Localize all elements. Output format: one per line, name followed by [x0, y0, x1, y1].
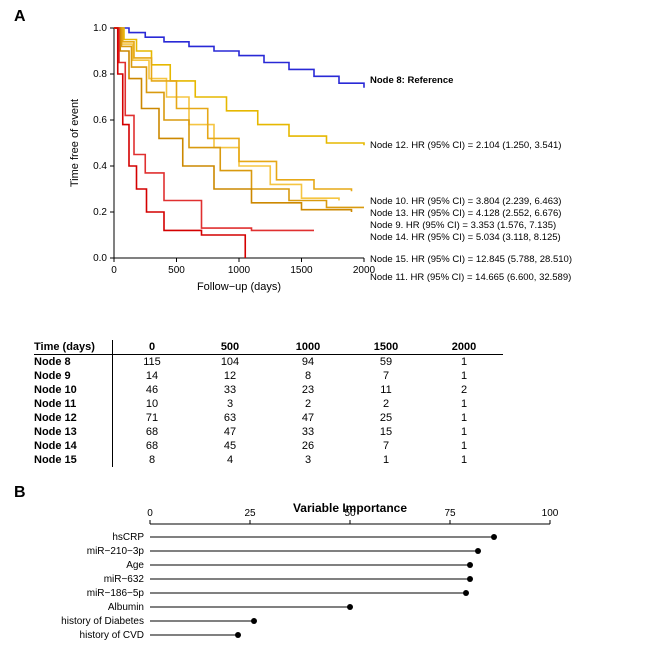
- risk-table-header: 500: [191, 340, 269, 355]
- table-row: Node 11103221: [34, 397, 503, 411]
- risk-table-header: 1500: [347, 340, 425, 355]
- svg-text:history of CVD: history of CVD: [80, 630, 144, 641]
- panel-a: 0.00.20.40.60.81.00500100015002000Follow…: [60, 18, 620, 328]
- svg-text:0.2: 0.2: [93, 207, 107, 218]
- table-row: Node 10463323112: [34, 383, 503, 397]
- variable-importance-plot: Variable Importance0255075100hsCRPmiR−21…: [40, 500, 580, 650]
- risk-table-header: Time (days): [34, 340, 113, 355]
- svg-text:0.6: 0.6: [93, 115, 107, 126]
- svg-text:1500: 1500: [290, 265, 313, 276]
- panel-a-label: A: [14, 8, 26, 26]
- panel-b: Variable Importance0255075100hsCRPmiR−21…: [40, 500, 600, 650]
- svg-text:100: 100: [542, 508, 559, 519]
- svg-text:miR−210−3p: miR−210−3p: [87, 546, 145, 557]
- table-row: Node 1468452671: [34, 439, 503, 453]
- risk-table-header: 2000: [425, 340, 503, 355]
- svg-text:Time free of event: Time free of event: [69, 99, 81, 187]
- svg-text:0.0: 0.0: [93, 253, 107, 264]
- svg-text:1000: 1000: [228, 265, 251, 276]
- table-row: Node 13684733151: [34, 425, 503, 439]
- svg-text:hsCRP: hsCRP: [112, 532, 144, 543]
- svg-text:Node 13. HR (95% CI) = 4.128 (: Node 13. HR (95% CI) = 4.128 (2.552, 6.6…: [370, 208, 561, 219]
- svg-text:0: 0: [111, 265, 117, 276]
- svg-text:Node 9. HR (95% CI) = 3.353 (1: Node 9. HR (95% CI) = 3.353 (1.576, 7.13…: [370, 220, 556, 231]
- svg-text:1.0: 1.0: [93, 23, 107, 34]
- svg-text:0.4: 0.4: [93, 161, 107, 172]
- svg-text:Albumin: Albumin: [108, 602, 144, 613]
- svg-text:Node 10. HR (95% CI) = 3.804 (: Node 10. HR (95% CI) = 3.804 (2.239, 6.4…: [370, 196, 561, 207]
- svg-text:25: 25: [244, 508, 256, 519]
- risk-table-header: 1000: [269, 340, 347, 355]
- svg-text:75: 75: [444, 508, 456, 519]
- svg-text:Node 15. HR (95% CI) = 12.845: Node 15. HR (95% CI) = 12.845 (5.788, 28…: [370, 254, 572, 265]
- svg-text:0: 0: [147, 508, 153, 519]
- svg-text:miR−186−5p: miR−186−5p: [87, 588, 145, 599]
- panel-b-label: B: [14, 484, 26, 502]
- svg-text:Node 11. HR (95% CI) = 14.665: Node 11. HR (95% CI) = 14.665 (6.600, 32…: [370, 272, 571, 283]
- table-row: Node 91412871: [34, 369, 503, 383]
- svg-text:50: 50: [344, 508, 356, 519]
- svg-text:Follow−up (days): Follow−up (days): [197, 281, 281, 293]
- svg-text:Age: Age: [126, 560, 144, 571]
- risk-table: Time (days)0500100015002000Node 81151049…: [34, 340, 503, 467]
- svg-text:history of Diabetes: history of Diabetes: [61, 616, 144, 627]
- svg-text:500: 500: [168, 265, 185, 276]
- risk-table-header: 0: [113, 340, 192, 355]
- km-survival-plot: 0.00.20.40.60.81.00500100015002000Follow…: [60, 18, 640, 318]
- table-row: Node 12716347251: [34, 411, 503, 425]
- svg-text:Node 8: Reference: Node 8: Reference: [370, 75, 453, 86]
- svg-text:0.8: 0.8: [93, 69, 107, 80]
- table-row: Node 811510494591: [34, 355, 503, 370]
- svg-text:Node 14. HR (95% CI) = 5.034 (: Node 14. HR (95% CI) = 5.034 (3.118, 8.1…: [370, 232, 561, 243]
- table-row: Node 1584311: [34, 453, 503, 467]
- svg-text:miR−632: miR−632: [104, 574, 145, 585]
- svg-text:Node 12. HR (95% CI) = 2.104 (: Node 12. HR (95% CI) = 2.104 (1.250, 3.5…: [370, 140, 561, 151]
